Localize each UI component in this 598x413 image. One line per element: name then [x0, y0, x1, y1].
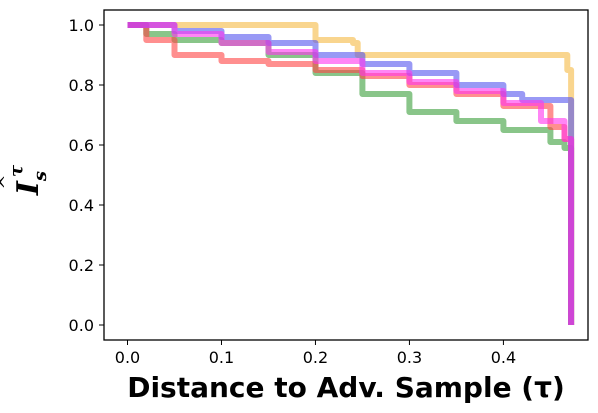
y-axis-label: Isτ ^: [0, 164, 51, 196]
y-tick-label: 0.0: [69, 316, 94, 335]
x-tick-label: 0.4: [491, 348, 516, 367]
series-line-5: [127, 22, 575, 325]
y-tick-label: 0.8: [69, 76, 94, 95]
x-tick-label: 0.0: [115, 348, 140, 367]
y-axis-label-base: I: [11, 180, 46, 196]
series-line-3: [127, 22, 575, 325]
x-axis-ticks: 0.0 0.1 0.2 0.3 0.4: [115, 340, 516, 367]
y-axis-ticks: 0.0 0.2 0.4 0.6 0.8 1.0: [69, 16, 104, 335]
x-tick-label: 0.3: [397, 348, 422, 367]
y-tick-label: 1.0: [69, 16, 94, 35]
plot-frame: [103, 9, 589, 341]
y-tick-label: 0.6: [69, 136, 94, 155]
y-tick-label: 0.4: [69, 196, 94, 215]
series-layer: [127, 22, 575, 325]
series-line-1: [127, 22, 575, 325]
x-tick-label: 0.2: [303, 348, 328, 367]
y-axis-label-hat: ^: [0, 174, 17, 189]
y-tick-label: 0.2: [69, 256, 94, 275]
y-axis-label-sub: s: [30, 171, 51, 182]
y-axis-label-sup: τ: [6, 164, 27, 177]
x-axis-label: Distance to Adv. Sample (τ): [127, 371, 565, 404]
svg-text:Isτ: Isτ: [6, 164, 51, 196]
x-tick-label: 0.1: [209, 348, 234, 367]
